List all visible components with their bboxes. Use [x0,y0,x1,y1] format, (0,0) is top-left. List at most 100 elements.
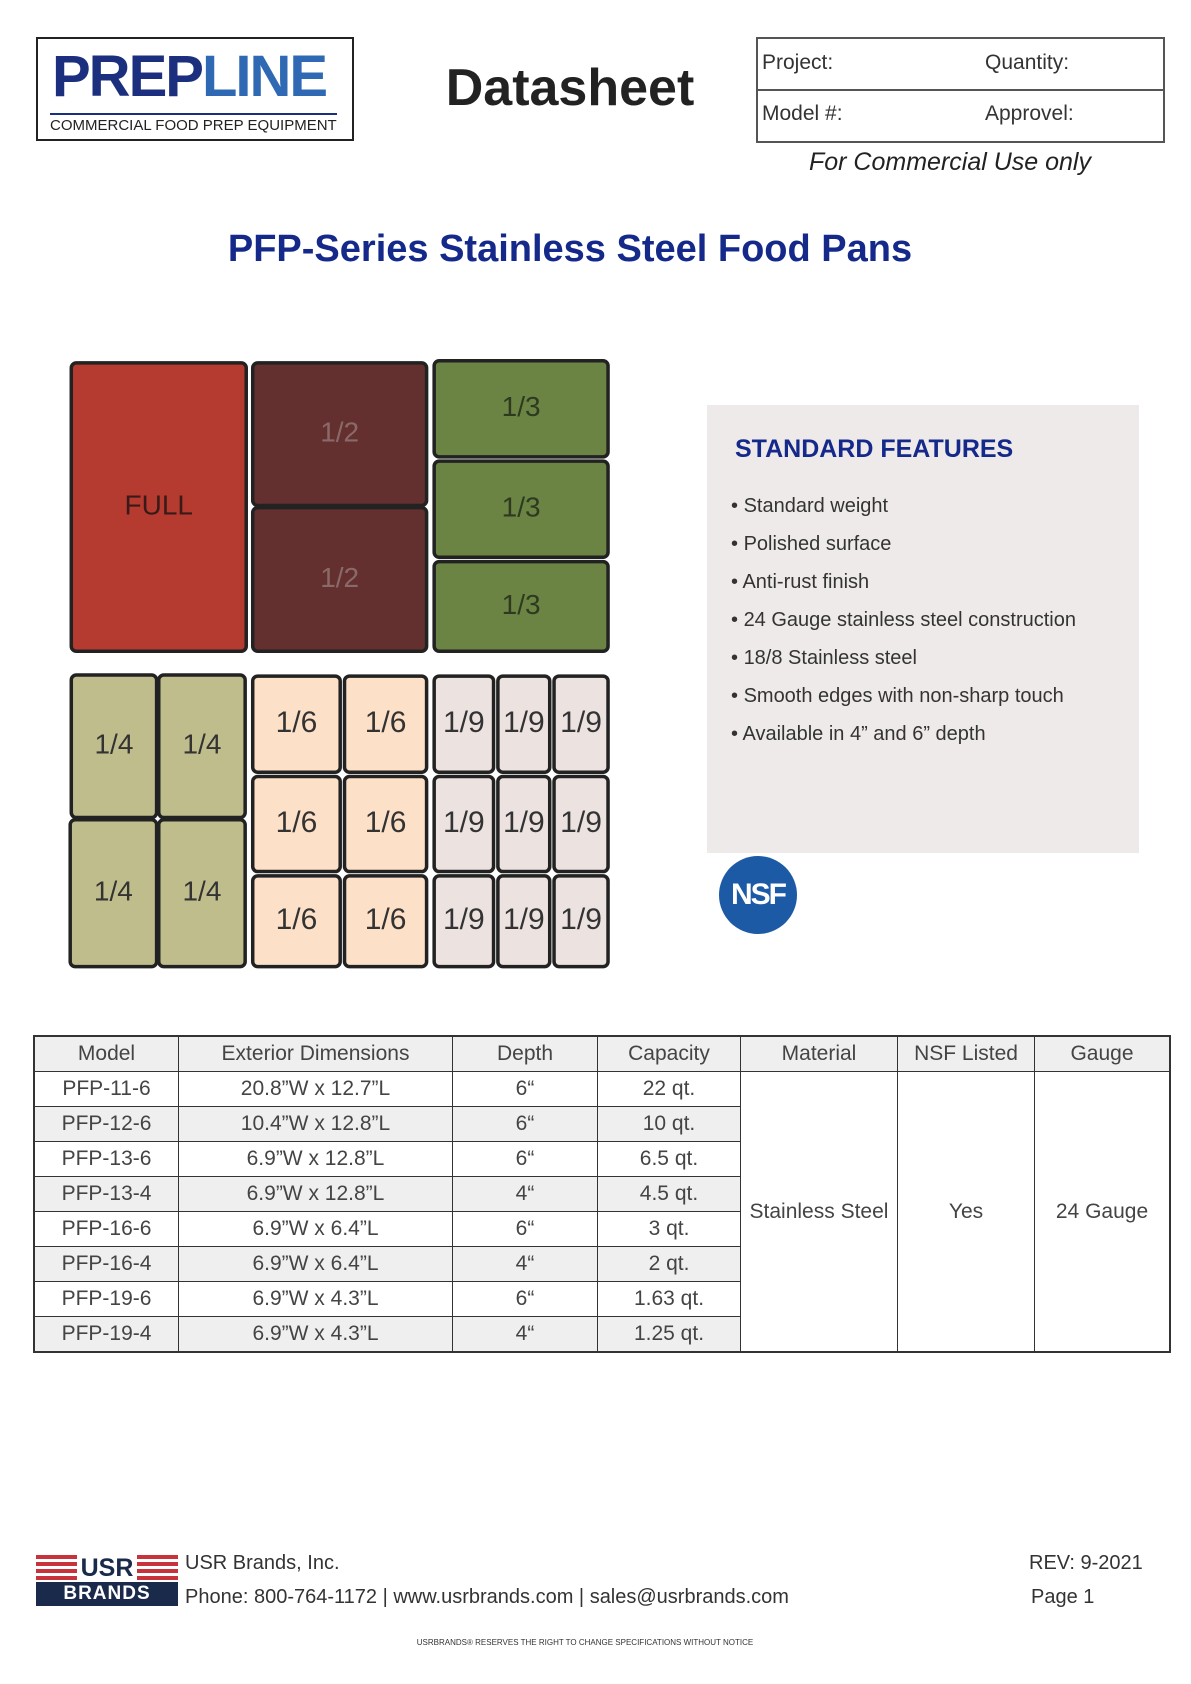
column-header: Capacity [597,1035,741,1072]
pan-label: 1/3 [502,391,541,422]
feature-item: 24 Gauge stainless steel construction [731,601,1116,639]
pan [69,361,248,653]
pan [342,874,429,969]
nsf-badge: NSF [719,856,797,934]
pan [432,459,610,560]
usr-logo-top: USR [36,1554,178,1582]
pan-label: 1/9 [443,903,485,936]
pan [250,774,342,874]
feature-item: 18/8 Stainless steel [731,639,1116,677]
pan-label: 1/4 [94,876,133,907]
brand-logo: PREPLINE COMMERCIAL FOOD PREP EQUIPMENT [36,37,354,141]
table-cell: PFP-12-6 [33,1106,179,1142]
pan-label: 1/9 [560,806,602,839]
table-cell: 20.8”W x 12.7”L [178,1071,453,1107]
form-row: Model #: Approvel: [758,90,1163,140]
pan [250,874,342,969]
column-header: Depth [452,1035,598,1072]
table-cell: 4.5 qt. [597,1176,741,1212]
table-cell: 4“ [452,1246,598,1282]
contact-info: Phone: 800-764-1172 | www.usrbrands.com … [185,1586,789,1608]
pan [69,673,159,820]
table-cell: 4“ [452,1316,598,1353]
table-cell: PFP-13-6 [33,1141,179,1177]
table-row: PFP-13-4 6.9”W x 12.8”L 4“ 4.5 qt. [33,1176,1170,1212]
spec-table: Model Exterior Dimensions Depth Capacity Mat… [33,1035,1171,1353]
doc-title: Datasheet [445,59,695,117]
pan-label: 1/2 [320,562,359,593]
pan-diagram: FULL 1/2 1/2 1/3 1/3 1/3 1/4 1/4 1/4 1/4 1/6 1/6 1/6… [68,358,610,969]
table-cell: 4“ [452,1176,598,1212]
pan [250,361,429,508]
pan [250,674,342,774]
features-title: STANDARD FEATURES [735,435,1014,463]
pan-label: 1/9 [560,903,602,936]
pan-label: 1/4 [182,876,221,907]
pan-label: FULL [125,489,193,520]
usr-logo: USR BRANDS [36,1554,178,1606]
shared-cell: Yes [897,1071,1035,1353]
pan [496,774,552,874]
feature-item: Polished surface [731,525,1116,563]
table-cell: 3 qt. [597,1211,741,1247]
pan [432,358,610,459]
revision: REV: 9-2021 [1029,1552,1143,1574]
column-header: Exterior Dimensions [178,1035,453,1072]
usr-logo-bottom: BRANDS [36,1582,178,1606]
pan [68,817,159,969]
table-cell: 6“ [452,1211,598,1247]
table-cell: PFP-13-4 [33,1176,179,1212]
pan [432,674,496,774]
table-cell: 2 qt. [597,1246,741,1282]
pan-label: 1/6 [276,806,318,839]
disclaimer: USRBRANDS® RESERVES THE RIGHT TO CHANGE … [416,1638,754,1647]
features-list: Standard weightPolished surfaceAnti-rust… [731,487,1116,753]
form-box: Project: Quantity: Model #: Approvel: [756,37,1165,143]
pan [250,505,429,653]
pan-label: 1/6 [365,706,407,739]
form-row: Project: Quantity: [758,39,1163,91]
page-number: Page 1 [1031,1586,1095,1608]
table-cell: PFP-19-4 [33,1316,179,1353]
pan-label: 1/4 [182,729,221,760]
table-cell: 6.5 qt. [597,1141,741,1177]
pan [496,874,552,969]
usage-note: For Commercial Use only [808,148,1091,176]
pan-label: 1/9 [503,706,545,739]
pan-label: 1/9 [503,806,545,839]
pan-label: 1/4 [94,729,133,760]
table-row: PFP-19-4 6.9”W x 4.3”L 4“ 1.25 qt. [33,1316,1170,1353]
pan-label: 1/6 [365,903,407,936]
table-row: PFP-11-6 20.8”W x 12.7”L 6“ 22 qt. Stainless… [33,1071,1171,1353]
pan-label: 1/6 [365,806,407,839]
logo-brand-part: PREP [52,44,204,109]
table-cell: 6.9”W x 12.8”L [178,1141,453,1177]
table-cell: 10.4”W x 12.8”L [178,1106,453,1142]
logo-tagline: COMMERCIAL FOOD PREP EQUIPMENT [50,113,337,134]
pan [496,674,552,774]
table-cell: 22 qt. [597,1071,741,1107]
column-header: NSF Listed [897,1035,1035,1072]
table-row: PFP-13-6 6.9”W x 12.8”L 6“ 6.5 qt. [33,1141,1170,1177]
form-label: Project: [762,51,834,74]
table-header-row: Model Exterior Dimensions Depth Capacity Mat… [33,1035,1171,1072]
pan-label: 1/3 [502,492,541,523]
usr-logo-text: USR [76,1554,138,1582]
table-row: PFP-16-4 6.9”W x 6.4”L 4“ 2 qt. [33,1246,1170,1282]
logo-brand-part: LINE [201,44,328,109]
pan-label: 1/2 [320,417,359,448]
pan-label: 1/9 [503,903,545,936]
pan [342,774,429,874]
pan [552,874,610,969]
pan [552,674,610,774]
pan-label: 1/6 [276,903,318,936]
table-cell: PFP-16-4 [33,1246,179,1282]
pan [157,673,247,820]
feature-item: Available in 4” and 6” depth [731,715,1116,753]
table-cell: PFP-16-6 [33,1211,179,1247]
feature-item: Anti-rust finish [731,563,1116,601]
table-cell: 6.9”W x 6.4”L [178,1211,453,1247]
table-cell: 6“ [452,1071,598,1107]
column-header: Gauge [1034,1035,1171,1072]
